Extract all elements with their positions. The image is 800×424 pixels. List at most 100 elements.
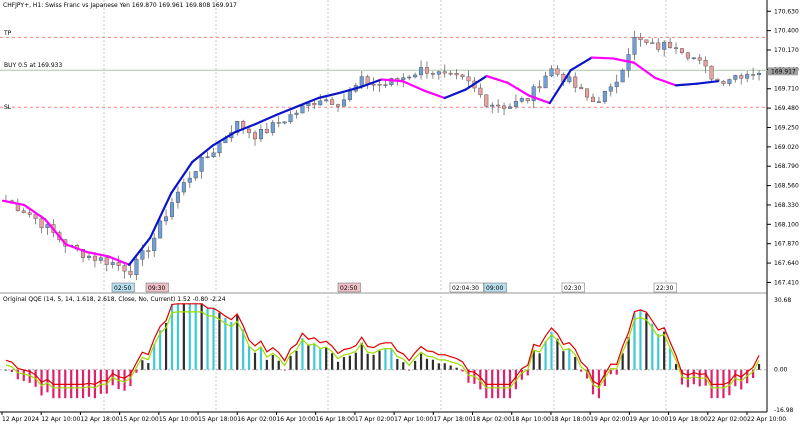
candle-body[interactable] — [448, 72, 453, 75]
candle-body[interactable] — [383, 84, 388, 86]
candle-body[interactable] — [668, 41, 673, 48]
candle-body[interactable] — [424, 67, 429, 74]
candle-body[interactable] — [294, 112, 299, 115]
candle-body[interactable] — [490, 104, 495, 107]
candle-body[interactable] — [733, 75, 738, 80]
candle-body[interactable] — [751, 74, 756, 76]
candle-body[interactable] — [98, 257, 103, 261]
candle-body[interactable] — [662, 41, 667, 50]
candle-body[interactable] — [656, 42, 661, 50]
candle-body[interactable] — [591, 96, 596, 102]
candle-body[interactable] — [45, 224, 50, 228]
candle-body[interactable] — [709, 65, 714, 80]
candle-body[interactable] — [336, 104, 341, 107]
candle-body[interactable] — [579, 87, 584, 89]
candle-body[interactable] — [389, 78, 394, 85]
candle-body[interactable] — [27, 212, 32, 215]
candle-body[interactable] — [413, 74, 418, 78]
candle-body[interactable] — [496, 104, 501, 107]
candle-body[interactable] — [419, 67, 424, 76]
candle-body[interactable] — [703, 60, 708, 67]
candle-body[interactable] — [478, 87, 483, 96]
candle-body[interactable] — [513, 101, 518, 107]
candle-body[interactable] — [247, 128, 252, 133]
candle-body[interactable] — [679, 48, 684, 53]
candle-body[interactable] — [92, 255, 97, 261]
candle-body[interactable] — [264, 129, 269, 133]
candle-body[interactable] — [466, 76, 471, 82]
candle-body[interactable] — [110, 262, 115, 265]
candle-body[interactable] — [697, 57, 702, 61]
candle-body[interactable] — [152, 237, 157, 251]
candle-body[interactable] — [211, 152, 216, 157]
candle-body[interactable] — [685, 52, 690, 59]
candle-body[interactable] — [270, 122, 275, 133]
candle-body[interactable] — [620, 69, 625, 83]
candle-body[interactable] — [330, 99, 335, 105]
candle-body[interactable] — [454, 73, 459, 76]
candle-body[interactable] — [502, 105, 507, 109]
candle-body[interactable] — [608, 86, 613, 92]
candle-body[interactable] — [567, 76, 572, 83]
indicator-panel[interactable] — [0, 294, 767, 412]
candle-body[interactable] — [341, 99, 346, 107]
candle-body[interactable] — [674, 47, 679, 49]
candle-body[interactable] — [288, 114, 293, 123]
candle-body[interactable] — [596, 101, 601, 103]
candle-body[interactable] — [39, 218, 44, 228]
candle-body[interactable] — [258, 129, 263, 140]
candle-body[interactable] — [638, 37, 643, 41]
candle-body[interactable] — [21, 210, 26, 213]
candle-body[interactable] — [555, 68, 560, 75]
candle-body[interactable] — [525, 98, 530, 102]
candle-body[interactable] — [140, 250, 145, 260]
candle-body[interactable] — [650, 42, 655, 44]
candle-body[interactable] — [436, 71, 441, 75]
candle-body[interactable] — [484, 94, 489, 107]
candle-body[interactable] — [116, 262, 121, 266]
candle-body[interactable] — [377, 84, 382, 86]
candle-body[interactable] — [306, 103, 311, 107]
candle-body[interactable] — [347, 90, 352, 100]
candle-body[interactable] — [128, 270, 133, 275]
candle-body[interactable] — [519, 98, 524, 102]
candle-body[interactable] — [181, 182, 186, 193]
candle-body[interactable] — [460, 74, 465, 77]
candle-body[interactable] — [318, 100, 323, 106]
candle-body[interactable] — [585, 88, 590, 98]
candle-body[interactable] — [164, 216, 169, 222]
candle-body[interactable] — [312, 103, 317, 106]
candle-body[interactable] — [430, 73, 435, 75]
candle-body[interactable] — [537, 86, 542, 89]
candle-body[interactable] — [549, 68, 554, 77]
candle-body[interactable] — [146, 250, 151, 252]
candle-body[interactable] — [531, 86, 536, 102]
candle-body[interactable] — [602, 91, 607, 102]
candle-body[interactable] — [614, 81, 619, 87]
candle-body[interactable] — [543, 75, 548, 89]
candle-body[interactable] — [300, 105, 305, 114]
candle-body[interactable] — [175, 191, 180, 203]
candle-body[interactable] — [104, 257, 109, 265]
candle-body[interactable] — [407, 76, 412, 79]
candle-body[interactable] — [193, 171, 198, 179]
candle-body[interactable] — [169, 202, 174, 217]
candle-body[interactable] — [745, 74, 750, 79]
candle-body[interactable] — [134, 259, 139, 275]
candle-body[interactable] — [217, 142, 222, 154]
candle-body[interactable] — [757, 72, 762, 75]
candle-body[interactable] — [205, 156, 210, 158]
candle-body[interactable] — [187, 177, 192, 183]
price-panel[interactable] — [0, 0, 767, 292]
candle-body[interactable] — [739, 75, 744, 79]
candle-body[interactable] — [727, 79, 732, 84]
candle-body[interactable] — [33, 214, 38, 219]
candle-body[interactable] — [122, 265, 127, 272]
candle-body[interactable] — [282, 121, 287, 124]
candle-body[interactable] — [721, 80, 726, 84]
candle-body[interactable] — [324, 99, 329, 102]
candle-body[interactable] — [199, 157, 204, 172]
candle-body[interactable] — [253, 132, 258, 140]
candle-body[interactable] — [442, 71, 447, 74]
